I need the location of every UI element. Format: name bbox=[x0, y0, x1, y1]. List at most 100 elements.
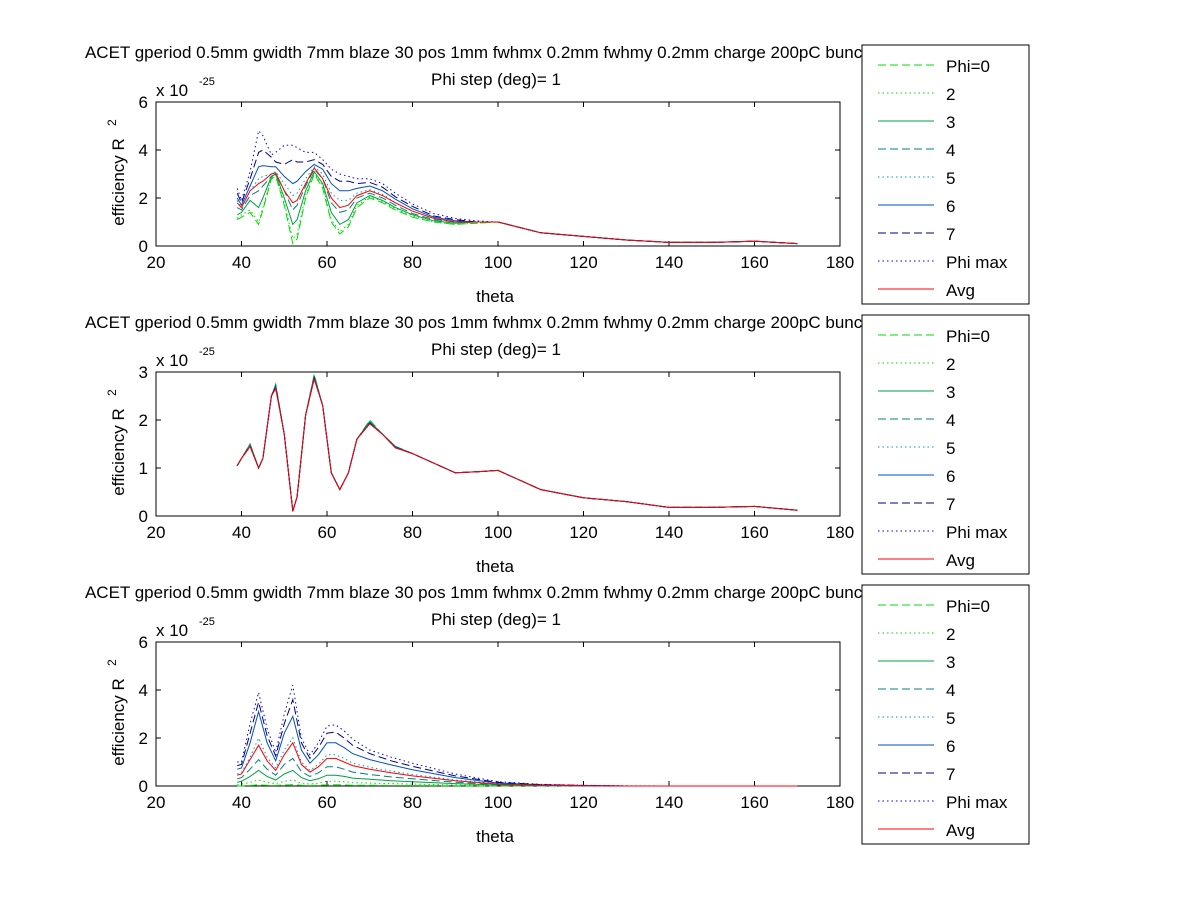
legend-entry-label: 4 bbox=[946, 681, 955, 700]
chart-title: ACET gperiod 0.5mm gwidth 7mm blaze 30 p… bbox=[85, 43, 969, 62]
legend: Phi=0 2 3 4 5 6 7 Phi max Avg bbox=[861, 314, 1030, 575]
y-tick-label: 4 bbox=[139, 141, 148, 160]
x-tick-label: 40 bbox=[232, 253, 251, 272]
legend: Phi=0 2 3 4 5 6 7 Phi max Avg bbox=[861, 44, 1030, 305]
series-line-3 bbox=[236, 168, 798, 245]
chart-title: ACET gperiod 0.5mm gwidth 7mm blaze 30 p… bbox=[85, 313, 969, 332]
x-tick-label: 160 bbox=[740, 793, 768, 812]
legend-entry-label: 6 bbox=[946, 197, 955, 216]
chart-panel-1: 20 40 60 80 100 120 140 160 180 0 2 4 6 x 10 -25 ACET g… bbox=[85, 43, 1030, 306]
chart-subtitle: Phi step (deg)= 1 bbox=[431, 340, 561, 359]
series-line-3 bbox=[236, 376, 798, 512]
axes-frame bbox=[155, 641, 841, 787]
x-tick-label: 100 bbox=[484, 253, 512, 272]
x-tick-label: 120 bbox=[569, 253, 597, 272]
legend-entry-label: Phi max bbox=[946, 793, 1008, 812]
y-tick-label: 0 bbox=[139, 507, 148, 526]
x-axis-label: theta bbox=[476, 557, 514, 576]
exponent-label: x 10 bbox=[156, 351, 188, 370]
legend-entry-label: 6 bbox=[946, 467, 955, 486]
series-line-8 bbox=[237, 741, 798, 787]
series-line-4 bbox=[236, 374, 798, 512]
series-line-4 bbox=[236, 166, 798, 245]
series-line-6 bbox=[236, 149, 798, 245]
series-line-8 bbox=[236, 167, 798, 245]
y-axis-label-superscript: 2 bbox=[105, 119, 119, 126]
series-line-8 bbox=[236, 377, 798, 512]
legend-entry-label: 2 bbox=[946, 85, 955, 104]
x-tick-label: 160 bbox=[740, 253, 768, 272]
legend-entry-label: 2 bbox=[946, 625, 955, 644]
legend-entry-label: Avg bbox=[946, 281, 975, 300]
x-tick-label: 80 bbox=[403, 523, 422, 542]
series-line-6 bbox=[237, 697, 798, 787]
series-line-2 bbox=[236, 170, 798, 245]
y-tick-label: 6 bbox=[139, 93, 148, 112]
x-tick-label: 140 bbox=[655, 523, 683, 542]
x-tick-label: 20 bbox=[147, 253, 166, 272]
x-tick-label: 120 bbox=[569, 523, 597, 542]
y-tick-label: 2 bbox=[139, 189, 148, 208]
legend-entry-label: 2 bbox=[946, 355, 955, 374]
x-tick-label: 140 bbox=[655, 793, 683, 812]
series-line-1 bbox=[236, 374, 798, 512]
exponent-power: -25 bbox=[199, 616, 215, 628]
chart-panel-2: 20 40 60 80 100 120 140 160 180 0 1 2 3 x 10 -25 ACET g… bbox=[85, 313, 1030, 576]
x-tick-label: 80 bbox=[403, 793, 422, 812]
series-line-3 bbox=[237, 757, 798, 787]
legend-box bbox=[861, 584, 1030, 845]
y-axis-label-superscript: 2 bbox=[105, 659, 119, 666]
x-tick-label: 60 bbox=[318, 523, 337, 542]
chart-subtitle: Phi step (deg)= 1 bbox=[431, 70, 561, 89]
x-tick-label: 40 bbox=[232, 793, 251, 812]
legend-entry-label: Phi=0 bbox=[946, 57, 990, 76]
x-tick-label: 40 bbox=[232, 523, 251, 542]
series-line-2 bbox=[236, 375, 798, 512]
x-tick-label: 80 bbox=[403, 253, 422, 272]
exponent-label: x 10 bbox=[156, 81, 188, 100]
series-line-6 bbox=[236, 376, 798, 512]
series-line-5 bbox=[236, 375, 798, 512]
legend-entry-label: 7 bbox=[946, 225, 955, 244]
legend-entry-label: 4 bbox=[946, 141, 955, 160]
y-axis-label: efficiency R bbox=[109, 678, 128, 766]
series-line-0 bbox=[236, 374, 798, 512]
x-tick-label: 60 bbox=[318, 793, 337, 812]
legend-entry-label: Phi=0 bbox=[946, 597, 990, 616]
x-tick-label: 160 bbox=[740, 523, 768, 542]
series-line-5 bbox=[237, 709, 798, 787]
y-axis-label-group: efficiency R 2 bbox=[105, 119, 128, 226]
legend-entry-label: 3 bbox=[946, 653, 955, 672]
legend-entry-label: 5 bbox=[946, 439, 955, 458]
axes-frame bbox=[155, 371, 841, 517]
y-tick-label: 6 bbox=[139, 633, 148, 652]
x-tick-label: 60 bbox=[318, 253, 337, 272]
y-axis-label-superscript: 2 bbox=[105, 389, 119, 396]
series-line-4 bbox=[237, 736, 798, 787]
x-tick-label: 100 bbox=[484, 523, 512, 542]
legend-entry-label: Phi=0 bbox=[946, 327, 990, 346]
legend-entry-label: Phi max bbox=[946, 253, 1008, 272]
y-tick-label: 2 bbox=[139, 729, 148, 748]
x-tick-label: 120 bbox=[569, 793, 597, 812]
chart-title: ACET gperiod 0.5mm gwidth 7mm blaze 30 p… bbox=[85, 583, 969, 602]
legend-entry-label: Avg bbox=[946, 821, 975, 840]
legend: Phi=0 2 3 4 5 6 7 Phi max Avg bbox=[861, 584, 1030, 845]
chart-subtitle: Phi step (deg)= 1 bbox=[431, 610, 561, 629]
y-axis-label: efficiency R bbox=[109, 408, 128, 496]
x-tick-label: 20 bbox=[147, 793, 166, 812]
legend-entry-label: 3 bbox=[946, 383, 955, 402]
legend-entry-label: 3 bbox=[946, 113, 955, 132]
exponent-label: x 10 bbox=[156, 621, 188, 640]
legend-entry-label: 5 bbox=[946, 709, 955, 728]
y-tick-label: 0 bbox=[139, 237, 148, 256]
x-tick-label: 180 bbox=[826, 523, 854, 542]
x-tick-label: 180 bbox=[826, 793, 854, 812]
legend-entry-label: Avg bbox=[946, 551, 975, 570]
legend-entry-label: Phi max bbox=[946, 523, 1008, 542]
series-line-1 bbox=[236, 171, 798, 245]
y-tick-label: 1 bbox=[139, 459, 148, 478]
y-tick-label: 2 bbox=[139, 411, 148, 430]
legend-box bbox=[861, 44, 1030, 305]
